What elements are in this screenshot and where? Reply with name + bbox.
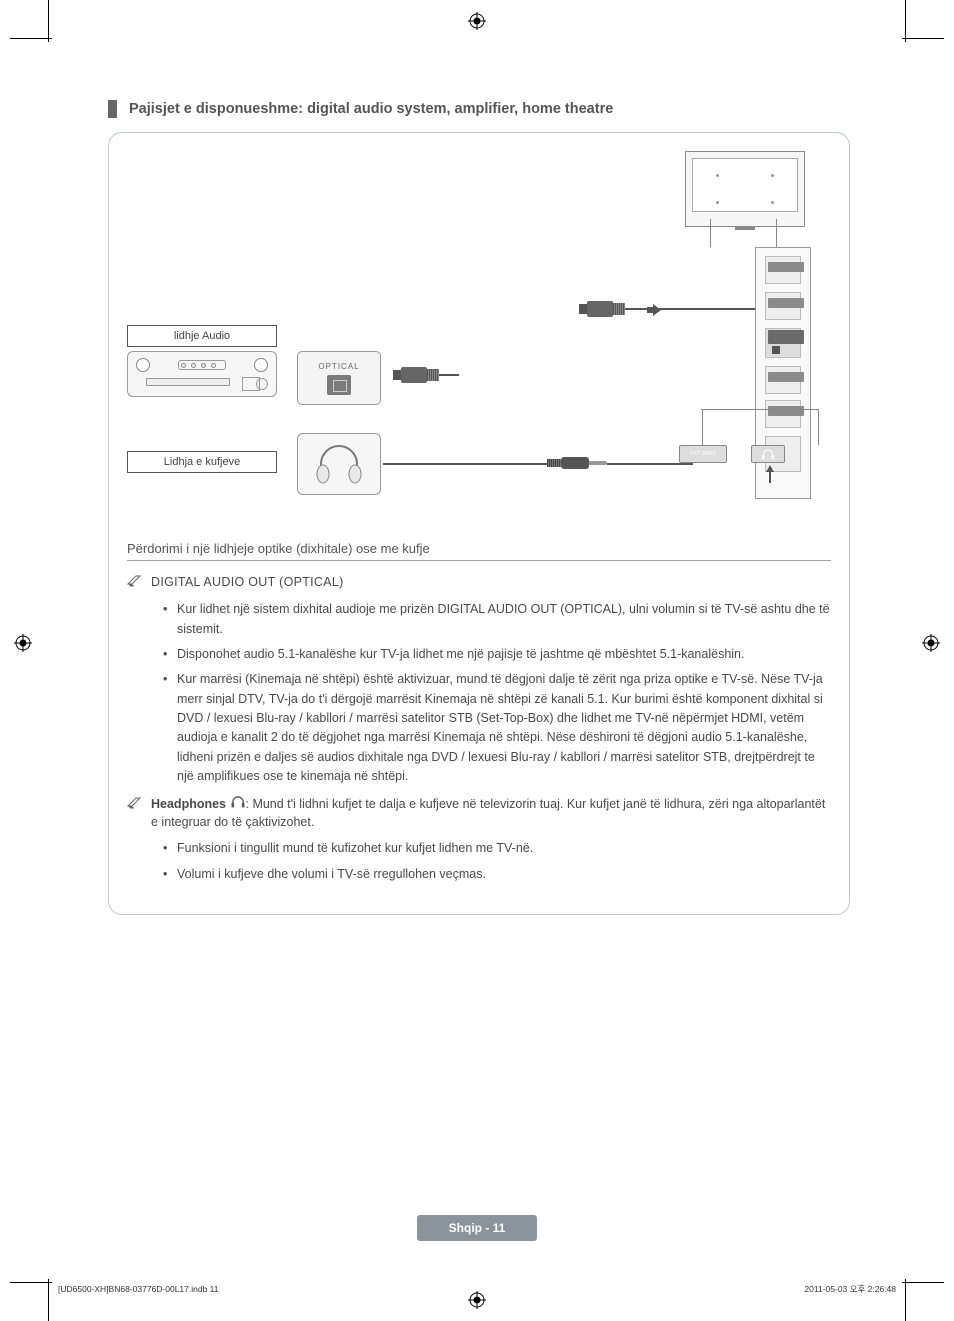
crop-mark xyxy=(905,1279,906,1321)
list-item: Volumi i kufjeve dhe volumi i TV-së rreg… xyxy=(163,865,831,884)
headphones-label: Headphones xyxy=(151,797,226,811)
content-panel: EXT (RGB) lidhje Audio OPTIC xyxy=(108,132,850,915)
headphones-illustration xyxy=(297,433,381,495)
audio-jack-plug-icon xyxy=(547,457,607,469)
arrow-icon xyxy=(765,465,775,488)
digital-audio-note: DIGITAL AUDIO OUT (OPTICAL) xyxy=(127,573,831,592)
tv-illustration xyxy=(685,151,805,227)
tv-bottom-port-strip: EXT (RGB) xyxy=(679,445,811,467)
section-title: Pajisjet e disponueshme: digital audio s… xyxy=(129,101,613,117)
page-number-badge: Shqip - 11 xyxy=(417,1215,537,1241)
print-timestamp: 2011-05-03 오후 2:26:48 xyxy=(804,1283,896,1295)
list-item: Disponohet audio 5.1-kanalëshe kur TV-ja… xyxy=(163,645,831,664)
list-item: Kur marrësi (Kinemaja në shtëpi) është a… xyxy=(163,670,831,786)
headphone-connection-label: Lidhja e kufjeve xyxy=(127,451,277,473)
note-icon xyxy=(127,573,143,592)
amplifier-device xyxy=(127,351,277,397)
headphones-note: Headphones : Mund t'i lidhni kufjet te d… xyxy=(127,795,831,832)
crop-mark xyxy=(902,1282,944,1283)
audio-connection-label: lidhje Audio xyxy=(127,325,277,347)
crop-mark xyxy=(48,0,49,42)
subsection-heading: Përdorimi i një lidhjeje optike (dixhita… xyxy=(127,541,831,561)
digital-audio-title: DIGITAL AUDIO OUT (OPTICAL) xyxy=(151,573,344,591)
headphone-port xyxy=(751,445,785,463)
list-item: Funksioni i tingullit mund të kufizohet … xyxy=(163,839,831,858)
arrow-icon xyxy=(647,303,661,321)
optical-chip: OPTICAL xyxy=(297,351,381,405)
note-icon xyxy=(127,795,143,814)
headphones-bullets: Funksioni i tingullit mund të kufizohet … xyxy=(163,839,831,884)
ext-rgb-port: EXT (RGB) xyxy=(679,445,727,463)
optical-chip-label: OPTICAL xyxy=(318,362,359,371)
crop-mark xyxy=(10,1282,52,1283)
list-item: Kur lidhet një sistem dixhital audioje m… xyxy=(163,600,831,639)
section-mark-icon xyxy=(108,100,117,118)
headphones-icon xyxy=(230,795,246,813)
crop-mark xyxy=(902,38,944,39)
registration-mark-top xyxy=(468,12,486,30)
indb-filename: [UD6500-XH]BN68-03776D-00L17.indb 11 xyxy=(58,1284,219,1294)
digital-audio-bullets: Kur lidhet një sistem dixhital audioje m… xyxy=(163,600,831,786)
crop-mark xyxy=(10,38,52,39)
registration-mark-right xyxy=(922,634,940,652)
print-spread-footer: [UD6500-XH]BN68-03776D-00L17.indb 11 201… xyxy=(58,1283,896,1295)
headphones-icon xyxy=(761,448,775,460)
headphones-note-text: Headphones : Mund t'i lidhni kufjet te d… xyxy=(151,795,831,832)
crop-mark xyxy=(48,1279,49,1321)
registration-mark-left xyxy=(14,634,32,652)
crop-mark xyxy=(905,0,906,42)
optical-plug-icon xyxy=(579,301,625,317)
connection-diagram: EXT (RGB) lidhje Audio OPTIC xyxy=(127,151,831,531)
headphones-icon xyxy=(313,442,365,486)
page-content: Pajisjet e disponueshme: digital audio s… xyxy=(108,100,850,915)
section-heading-row: Pajisjet e disponueshme: digital audio s… xyxy=(108,100,850,118)
